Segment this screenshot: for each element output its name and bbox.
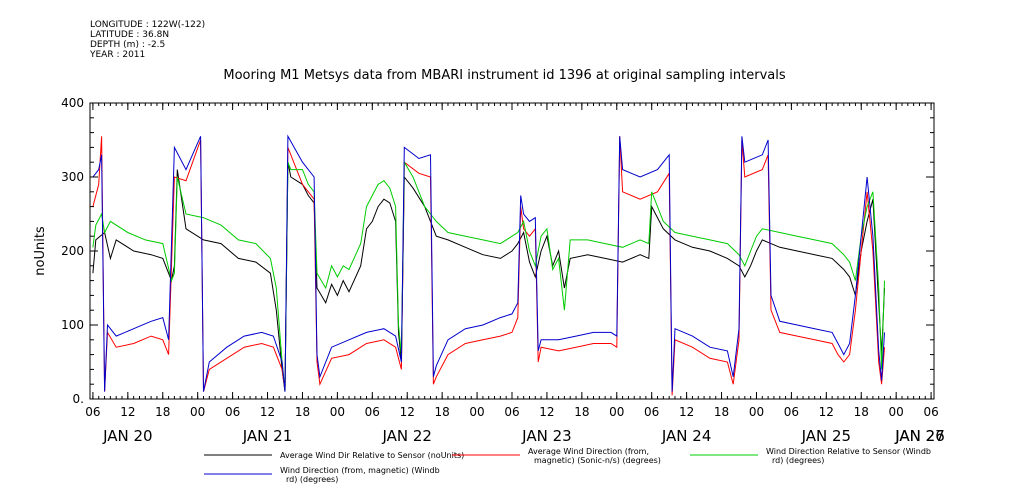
day-label: JAN 27 (894, 427, 945, 445)
x-tick-label: 12 (400, 405, 415, 419)
day-label: JAN 20 (102, 427, 153, 445)
y-tick-label: 200 (61, 244, 84, 258)
x-tick-label: 18 (435, 405, 450, 419)
y-axis-label: noUnits (33, 226, 48, 276)
x-tick-label: 18 (714, 405, 729, 419)
x-tick-label: 06 (644, 405, 659, 419)
legend-label: Average Wind Dir Relative to Sensor (noU… (280, 451, 464, 460)
depth-label: DEPTH (m) : -2.5 (90, 40, 166, 50)
x-tick-label: 06 (784, 405, 799, 419)
series-line-3 (92, 160, 885, 392)
x-tick-label: 18 (574, 405, 589, 419)
day-label: JAN 26 (894, 427, 945, 445)
x-tick-label: 12 (539, 405, 554, 419)
series-line-2 (92, 136, 885, 396)
axis-layer: 0. 100 200 300 400 06 12 18 00 06 12 18 00 06 12 18 00 06… (61, 96, 945, 445)
y-tick-label: 300 (61, 170, 84, 184)
x-tick-label: 06 (225, 405, 240, 419)
x-tick-label: 06 (923, 405, 938, 419)
legend-label: Wind Direction (from, magnetic) (Windb rd… (280, 466, 440, 484)
x-tick-label: 12 (260, 405, 275, 419)
x-tick-label: 00 (469, 405, 484, 419)
y-tick-label: 400 (61, 96, 84, 110)
day-label: JAN 21 (242, 427, 293, 445)
y-tick-label: 0. (73, 392, 84, 406)
x-tick-label: 00 (889, 405, 904, 419)
y-tick-label: 100 (61, 318, 84, 332)
longitude-label: LONGITUDE : 122W(-122) (90, 20, 206, 30)
x-tick-label: 06 (365, 405, 380, 419)
day-label: JAN 24 (661, 427, 712, 445)
x-tick-label: 00 (330, 405, 345, 419)
latitude-label: LATITUDE : 36.8N (90, 30, 170, 40)
x-tick-label: 12 (679, 405, 694, 419)
legend-label: Wind Direction Relative to Sensor (Windb… (766, 447, 931, 465)
year-label: YEAR : 2011 (90, 50, 146, 60)
x-tick-label: 18 (295, 405, 310, 419)
x-tick-label: 12 (120, 405, 135, 419)
series-line-4 (92, 134, 885, 392)
series-layer (92, 134, 885, 396)
x-tick-label: 00 (609, 405, 624, 419)
x-tick-label: 18 (854, 405, 869, 419)
x-tick-label: 00 (190, 405, 205, 419)
day-label: JAN 22 (381, 427, 432, 445)
x-tick-label: 06 (504, 405, 519, 419)
x-tick-label: 18 (155, 405, 170, 419)
chart-title: Mooring M1 Metsys data from MBARI instru… (223, 68, 786, 83)
series-line-1 (92, 162, 885, 392)
x-tick-label: 00 (749, 405, 764, 419)
x-tick-label: 06 (85, 405, 100, 419)
metadata-block: LONGITUDE : 122W(-122) LATITUDE : 36.8N … (90, 20, 205, 60)
legend-label: Average Wind Direction (from, magnetic) (… (528, 447, 661, 465)
legend: Average Wind Dir Relative to Sensor (noU… (204, 447, 931, 484)
x-tick-label: 12 (819, 405, 834, 419)
day-label: JAN 23 (521, 427, 572, 445)
day-label: JAN 25 (801, 427, 852, 445)
